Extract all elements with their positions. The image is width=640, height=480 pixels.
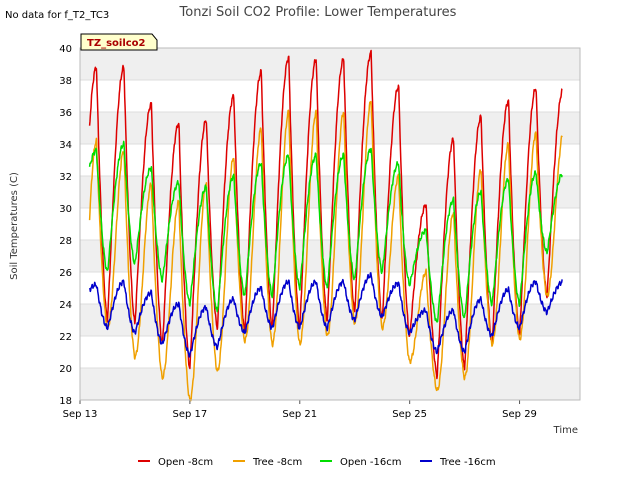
plot-border [79, 47, 581, 401]
legend-item: Open -16cm [320, 457, 401, 468]
y-tick-label: 22 [59, 332, 72, 343]
x-tick-label: Sep 13 [63, 409, 98, 420]
no-data-note: No data for f_T2_TC3 [5, 10, 109, 21]
legend-item: Tree -16cm [420, 457, 496, 468]
y-tick-label: 38 [59, 76, 72, 87]
legend-label: Tree -16cm [439, 457, 496, 468]
legend-item: Open -8cm [138, 457, 213, 468]
y-tick-label: 24 [59, 300, 72, 311]
y-tick-label: 26 [59, 268, 72, 279]
x-tick-label: Sep 25 [392, 409, 427, 420]
y-tick-label: 34 [59, 140, 72, 151]
x-tick-label: Sep 21 [282, 409, 317, 420]
y-tick-label: 30 [59, 204, 72, 215]
y-axis-label: Soil Temperatures (C) [9, 172, 20, 280]
grid-band [80, 112, 580, 144]
legend-label: Open -16cm [340, 457, 401, 468]
chart-title: Tonzi Soil CO2 Profile: Lower Temperatur… [179, 5, 457, 20]
y-tick-label: 20 [59, 364, 72, 375]
y-tick-label: 32 [59, 172, 72, 183]
legend-label: Open -8cm [158, 457, 213, 468]
badge-box [80, 33, 158, 51]
y-tick-label: 36 [59, 108, 72, 119]
site-badge: TZ_soilco2 [80, 33, 158, 51]
y-tick-label: 18 [59, 396, 72, 407]
y-tick-label: 40 [59, 44, 72, 55]
legend: Open -8cm Tree -8cm Open -16cm Tree -16cm [138, 457, 496, 468]
y-tick-label: 28 [59, 236, 72, 247]
x-tick-labels: Sep 13 Sep 17 Sep 21 Sep 25 Sep 29 [63, 400, 537, 420]
x-tick-label: Sep 17 [173, 409, 208, 420]
grid-band [80, 176, 580, 208]
legend-item: Tree -8cm [233, 457, 302, 468]
legend-label: Tree -8cm [252, 457, 302, 468]
grid-band [80, 368, 580, 400]
series-line-tree-16cm [88, 272, 563, 358]
badge-label: TZ_soilco2 [87, 38, 146, 49]
series-line-open-16cm [88, 140, 563, 323]
series-lines [88, 49, 563, 402]
grid-band [80, 48, 580, 80]
x-axis-label: Time [553, 425, 578, 436]
y-tick-labels: 18 20 22 24 26 28 30 32 34 36 38 40 [59, 44, 72, 407]
x-tick-label: Sep 29 [502, 409, 537, 420]
